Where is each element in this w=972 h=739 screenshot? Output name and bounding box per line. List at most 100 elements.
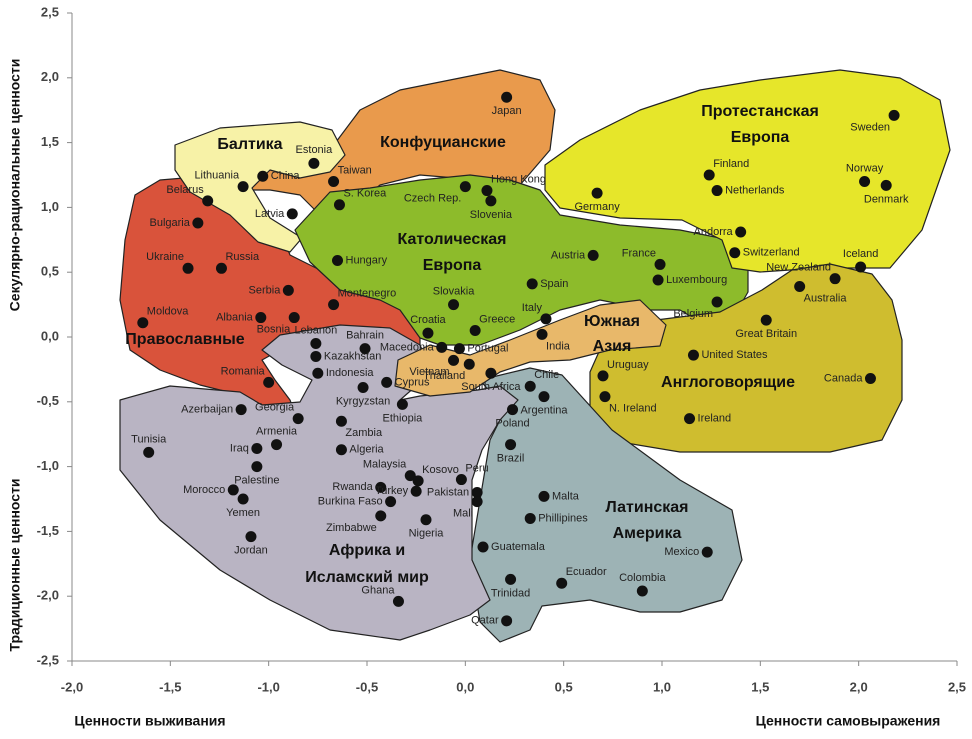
point-label: Burkina Faso (318, 495, 383, 507)
point-label: Macedonia (380, 341, 435, 353)
point (215, 262, 227, 274)
point-label: Belarus (166, 184, 204, 196)
region-anglo (589, 263, 903, 453)
point (477, 541, 489, 553)
point-label: Russia (225, 251, 260, 263)
point-label: Czech Rep. (404, 193, 461, 205)
point-label: Bahrain (346, 330, 384, 342)
y-tick-label: -2,0 (37, 588, 59, 603)
point (591, 187, 603, 199)
point (684, 413, 696, 425)
region-label: Исламский мир (305, 569, 429, 586)
region-label: Европа (731, 129, 790, 146)
point (271, 439, 283, 451)
point-label: Albania (216, 311, 254, 323)
point-label: Austria (551, 249, 586, 261)
point (538, 490, 550, 502)
point (282, 284, 294, 296)
point (556, 577, 568, 589)
point-label: Denmark (864, 193, 909, 205)
point-label: Estonia (296, 144, 334, 156)
point-label: Iceland (843, 248, 878, 260)
y-tick-label: 0,0 (41, 328, 59, 343)
point (888, 109, 900, 121)
point-label: Lithuania (194, 170, 240, 182)
point (335, 444, 347, 456)
point (251, 461, 263, 473)
point-label: Argentina (520, 405, 568, 417)
region-label: Протестанская (701, 103, 819, 120)
point-label: Azerbaijan (181, 403, 233, 415)
point-label: Phillipines (538, 512, 588, 524)
point (359, 343, 371, 355)
point (711, 185, 723, 197)
point-label: Turkey (375, 485, 409, 497)
point-label: Moldova (147, 306, 189, 318)
point (760, 314, 772, 326)
point (137, 317, 149, 329)
point (471, 496, 483, 508)
point-label: Malta (552, 490, 580, 502)
point-label: Hong Kong (491, 173, 546, 185)
region-label: Америка (613, 525, 682, 542)
point-label: Switzerland (743, 247, 800, 259)
point (422, 327, 434, 339)
point-label: Vietnam (409, 366, 449, 378)
point-label: Italy (522, 302, 543, 314)
point-label: Thailand (423, 370, 465, 382)
point (332, 255, 343, 267)
point-label: Peru (465, 462, 488, 474)
point-label: Kazakhstan (324, 350, 381, 362)
point (310, 337, 322, 349)
point (235, 404, 247, 416)
point (654, 258, 666, 270)
point (263, 376, 275, 388)
point-label: Canada (824, 372, 863, 384)
point (143, 446, 155, 458)
x-tick-label: -0,5 (356, 679, 378, 694)
y-axis-label: Секулярно-рациональные ценности (7, 59, 23, 312)
point-label: Bosnia (257, 323, 292, 335)
point (505, 573, 517, 585)
point-label: Malaysia (363, 459, 407, 471)
point (829, 273, 841, 285)
point-label: Colombia (619, 572, 666, 584)
regions (119, 69, 951, 643)
point-label: Brazil (497, 452, 525, 464)
point-label: Armenia (256, 425, 298, 437)
point (404, 470, 416, 482)
region-label: Конфуцианские (380, 134, 506, 151)
point-label: Montenegro (338, 288, 397, 300)
point-label: Iraq (230, 442, 249, 454)
point-label: Andorra (694, 226, 734, 238)
y-tick-label: 1,5 (41, 134, 59, 149)
point-label: Serbia (249, 284, 282, 296)
point (310, 350, 322, 362)
point-label: South Africa (461, 381, 521, 393)
point-label: Indonesia (326, 367, 375, 379)
point (312, 367, 324, 379)
point-label: France (622, 247, 656, 259)
region-africa-islamic (119, 324, 519, 641)
region-label: Южная (584, 313, 640, 330)
point-label: Portugal (467, 343, 508, 355)
y-axis-label: Традиционные ценности (7, 478, 23, 651)
point (855, 261, 867, 273)
point (501, 615, 513, 627)
point-label: Greece (479, 313, 515, 325)
point (701, 546, 713, 558)
point (735, 226, 747, 238)
point (463, 358, 475, 370)
point (335, 415, 347, 427)
x-tick-label: -1,5 (159, 679, 181, 694)
point-label: Ireland (698, 413, 732, 425)
point (729, 247, 741, 259)
points: Japan Estonia Lithuania China Taiwan S. Korea… (131, 91, 909, 627)
point-label: Japan (492, 105, 522, 117)
point-label: Great Britain (735, 328, 797, 340)
y-tick-label: -1,0 (37, 458, 59, 473)
y-tick-label: 1,0 (41, 199, 59, 214)
point (237, 493, 249, 505)
point (448, 299, 460, 311)
point-label: Algeria (349, 444, 384, 456)
